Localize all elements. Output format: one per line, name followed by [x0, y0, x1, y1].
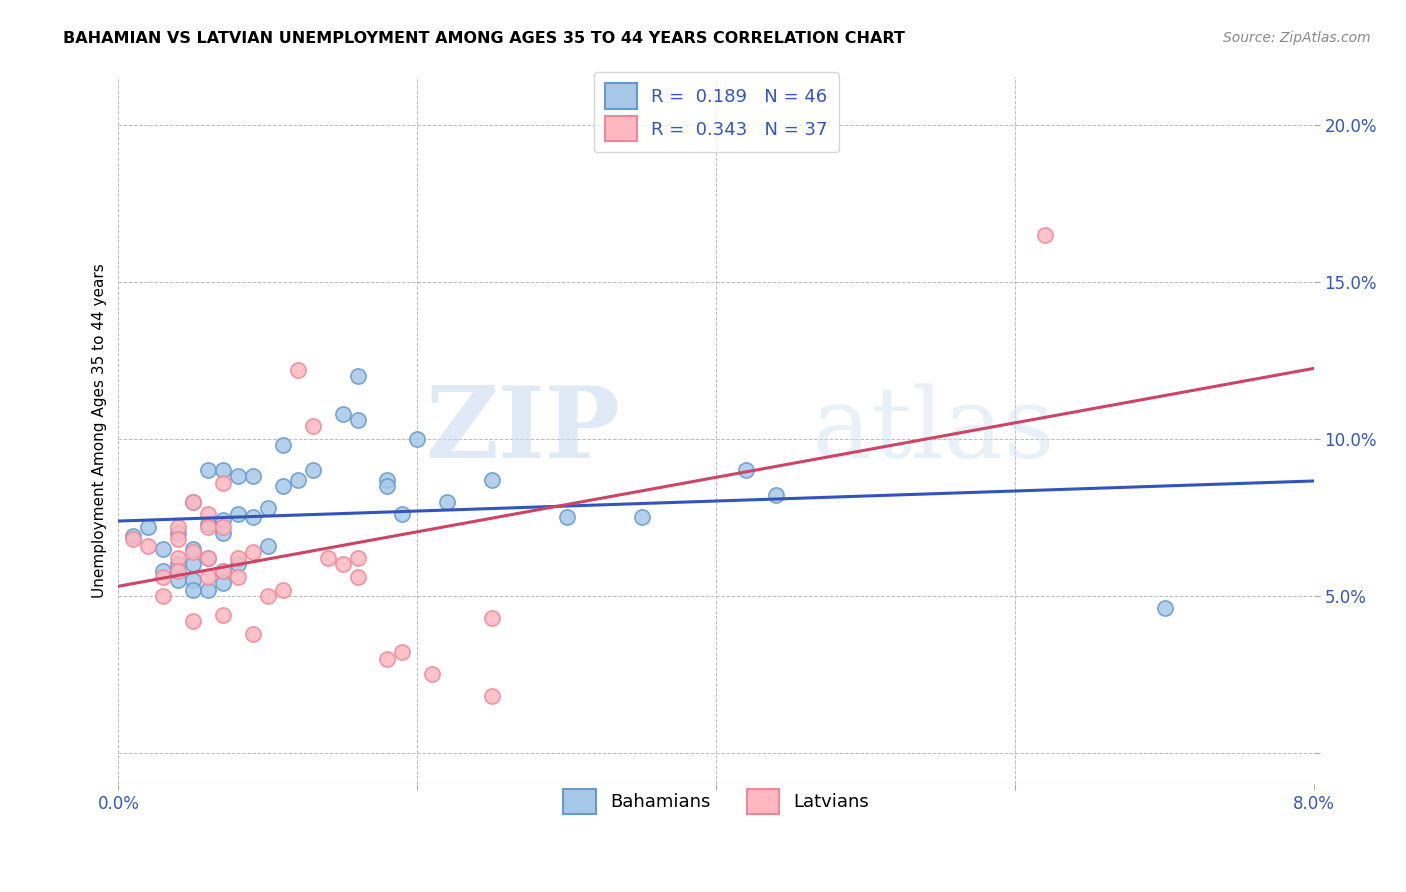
Point: [346, 413, 368, 427]
Point: [212, 564, 235, 578]
Point: [122, 533, 145, 547]
Point: [197, 516, 219, 531]
Point: [436, 494, 458, 508]
Point: [197, 582, 219, 597]
Point: [136, 520, 159, 534]
Point: [377, 652, 399, 666]
Point: [406, 432, 429, 446]
Point: [167, 573, 190, 587]
Point: [212, 463, 235, 477]
Point: [152, 564, 174, 578]
Point: [332, 407, 354, 421]
Point: [136, 539, 159, 553]
Point: [346, 551, 368, 566]
Point: [287, 362, 309, 376]
Point: [181, 573, 204, 587]
Point: [257, 589, 280, 603]
Point: [212, 526, 235, 541]
Point: [391, 507, 413, 521]
Point: [212, 607, 235, 622]
Point: [167, 520, 190, 534]
Point: [181, 582, 204, 597]
Point: [212, 514, 235, 528]
Point: [242, 626, 264, 640]
Point: [630, 510, 652, 524]
Point: [197, 520, 219, 534]
Point: [167, 526, 190, 541]
Point: [287, 473, 309, 487]
Point: [181, 545, 204, 559]
Point: [181, 558, 204, 572]
Point: [242, 469, 264, 483]
Point: [271, 582, 294, 597]
Point: [377, 479, 399, 493]
Point: [1153, 601, 1175, 615]
Point: [212, 564, 235, 578]
Point: [226, 551, 249, 566]
Point: [242, 510, 264, 524]
Point: [271, 438, 294, 452]
Point: [271, 479, 294, 493]
Point: [197, 551, 219, 566]
Point: [181, 494, 204, 508]
Point: [152, 589, 174, 603]
Point: [181, 541, 204, 556]
Point: [481, 611, 503, 625]
Point: [420, 667, 443, 681]
Point: [181, 494, 204, 508]
Point: [257, 539, 280, 553]
Point: [226, 558, 249, 572]
Point: [226, 570, 249, 584]
Point: [167, 551, 190, 566]
Text: ZIP: ZIP: [426, 383, 620, 479]
Text: atlas: atlas: [811, 383, 1054, 479]
Point: [555, 510, 578, 524]
Point: [332, 558, 354, 572]
Point: [226, 507, 249, 521]
Point: [122, 529, 145, 543]
Point: [181, 614, 204, 628]
Point: [212, 576, 235, 591]
Point: [481, 690, 503, 704]
Point: [481, 473, 503, 487]
Point: [301, 419, 323, 434]
Point: [152, 570, 174, 584]
Point: [301, 463, 323, 477]
Point: [735, 463, 758, 477]
Point: [765, 488, 787, 502]
Point: [212, 475, 235, 490]
Point: [391, 645, 413, 659]
Point: [167, 564, 190, 578]
Legend: Bahamians, Latvians: Bahamians, Latvians: [553, 778, 880, 825]
Point: [257, 500, 280, 515]
Point: [152, 541, 174, 556]
Point: [212, 520, 235, 534]
Point: [197, 570, 219, 584]
Point: [167, 533, 190, 547]
Text: Source: ZipAtlas.com: Source: ZipAtlas.com: [1223, 31, 1371, 45]
Y-axis label: Unemployment Among Ages 35 to 44 years: Unemployment Among Ages 35 to 44 years: [93, 263, 107, 599]
Text: BAHAMIAN VS LATVIAN UNEMPLOYMENT AMONG AGES 35 TO 44 YEARS CORRELATION CHART: BAHAMIAN VS LATVIAN UNEMPLOYMENT AMONG A…: [63, 31, 905, 46]
Point: [167, 558, 190, 572]
Point: [226, 469, 249, 483]
Point: [197, 551, 219, 566]
Point: [242, 545, 264, 559]
Point: [346, 368, 368, 383]
Point: [316, 551, 339, 566]
Point: [346, 570, 368, 584]
Point: [197, 463, 219, 477]
Point: [1033, 227, 1056, 242]
Point: [377, 473, 399, 487]
Point: [197, 507, 219, 521]
